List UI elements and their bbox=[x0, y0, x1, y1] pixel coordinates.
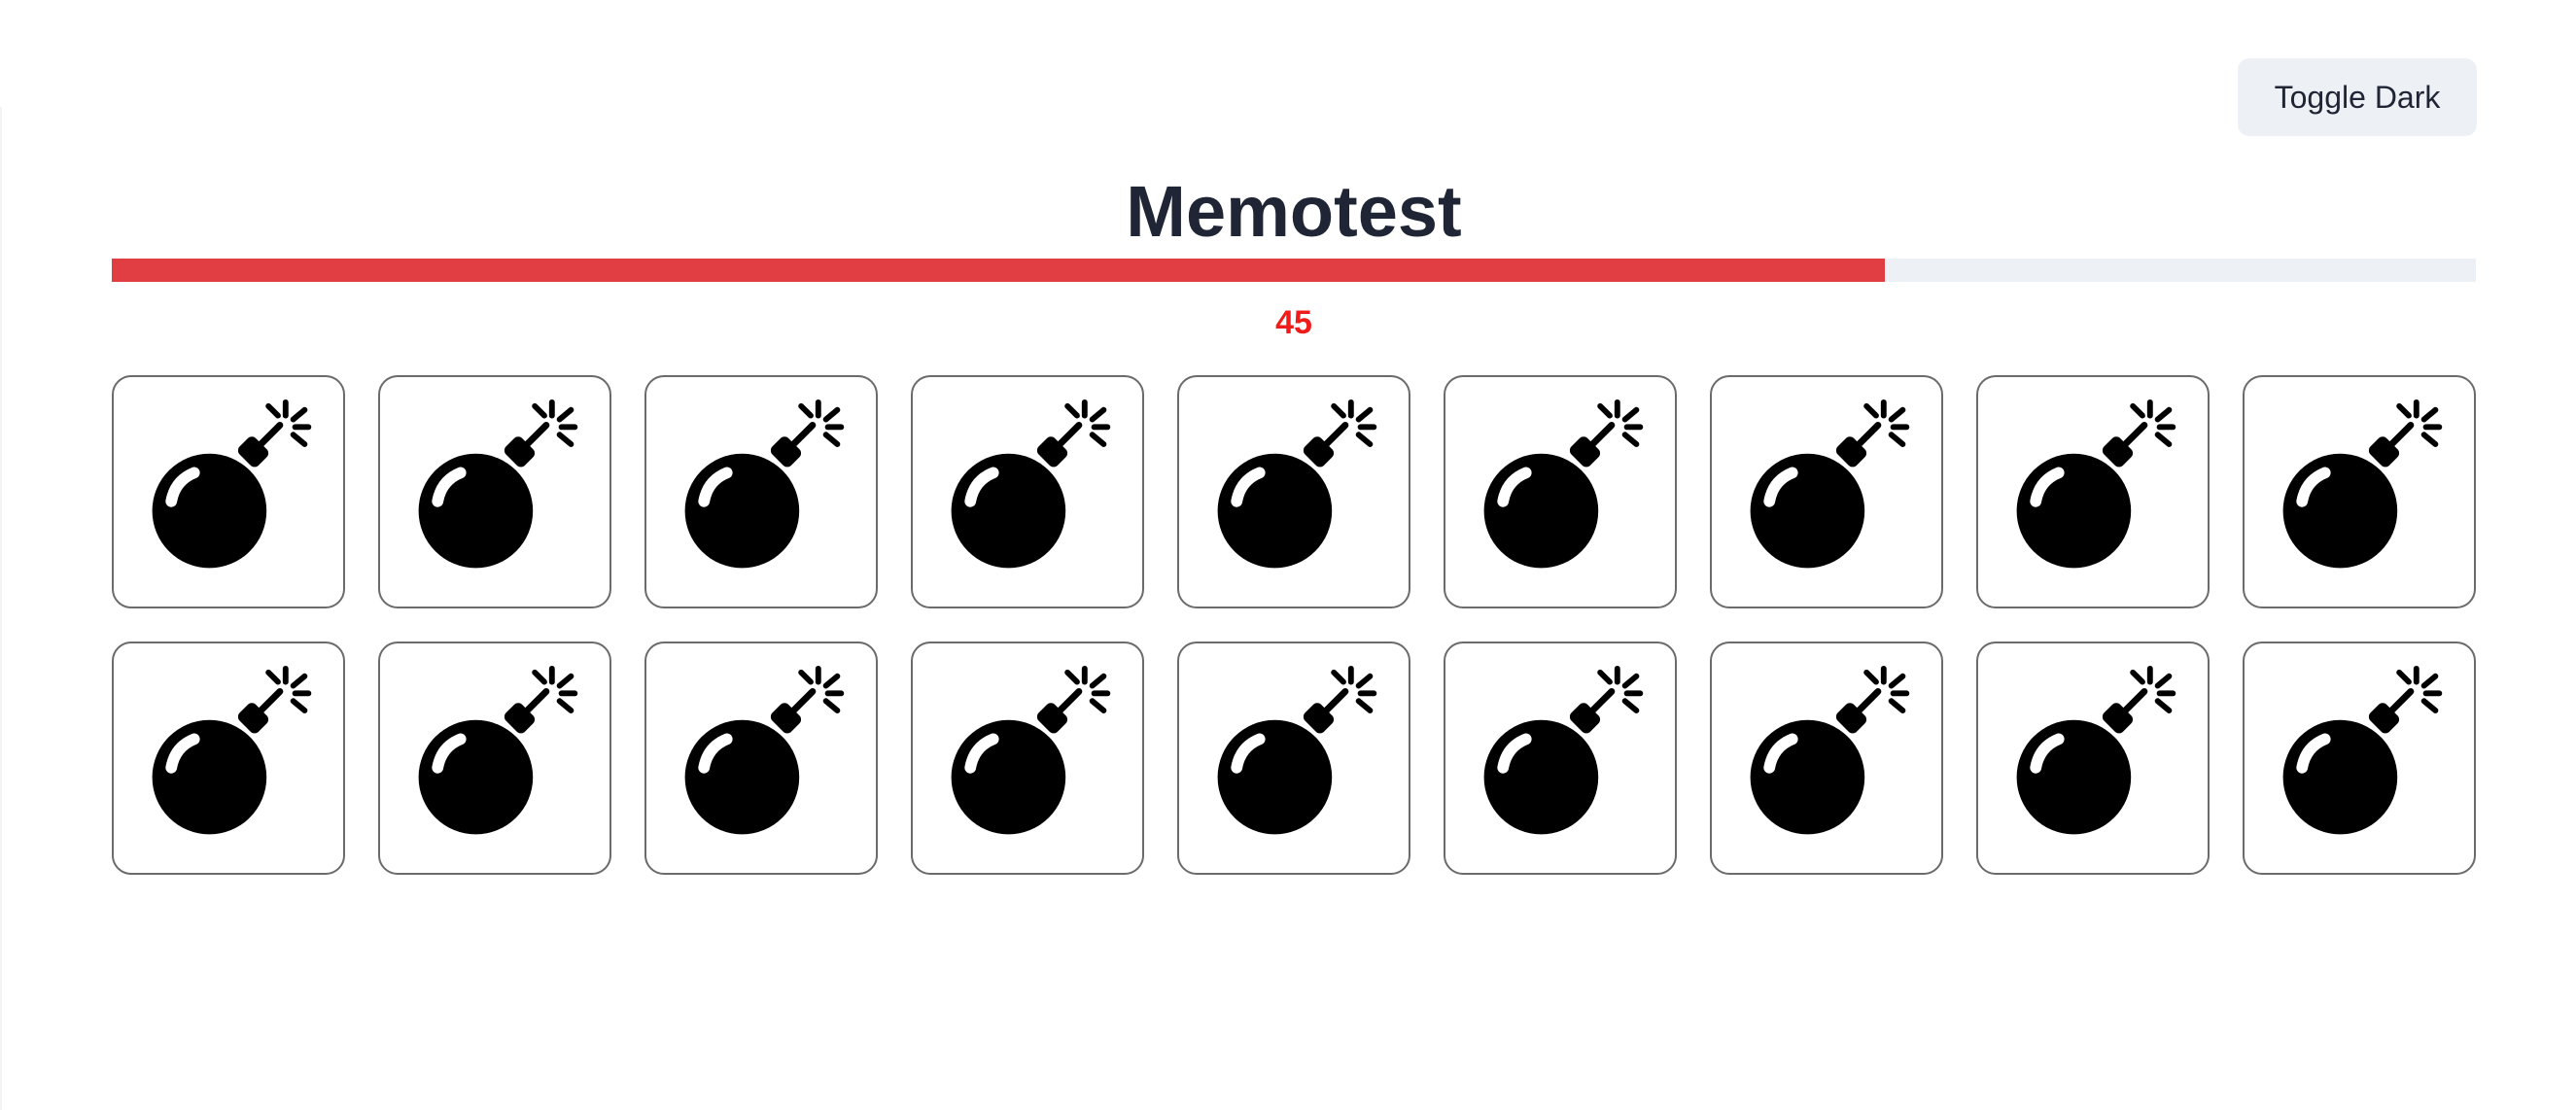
memory-card[interactable] bbox=[1177, 375, 1410, 608]
memory-card[interactable] bbox=[911, 642, 1144, 875]
card-grid bbox=[112, 375, 2476, 875]
memory-card[interactable] bbox=[1444, 642, 1677, 875]
memory-card[interactable] bbox=[1710, 642, 1943, 875]
bomb-icon bbox=[2282, 399, 2443, 569]
bomb-icon bbox=[2016, 665, 2176, 835]
bomb-icon bbox=[2282, 665, 2443, 835]
memory-card[interactable] bbox=[112, 642, 345, 875]
bomb-icon bbox=[1217, 665, 1377, 835]
bomb-icon bbox=[2016, 399, 2176, 569]
timer-progress-bar bbox=[112, 259, 2476, 282]
memory-card[interactable] bbox=[1976, 642, 2210, 875]
memory-card[interactable] bbox=[2243, 642, 2476, 875]
memory-card[interactable] bbox=[911, 375, 1144, 608]
page-title: Memotest bbox=[1126, 171, 1462, 252]
memory-card[interactable] bbox=[2243, 375, 2476, 608]
bomb-icon bbox=[1483, 665, 1644, 835]
bomb-icon bbox=[1750, 665, 1910, 835]
memory-card[interactable] bbox=[112, 375, 345, 608]
memory-card[interactable] bbox=[378, 642, 611, 875]
memory-card[interactable] bbox=[1177, 642, 1410, 875]
bomb-icon bbox=[684, 665, 845, 835]
memory-card[interactable] bbox=[1976, 375, 2210, 608]
bomb-icon bbox=[152, 665, 312, 835]
bomb-icon bbox=[152, 399, 312, 569]
toggle-dark-button[interactable]: Toggle Dark bbox=[2238, 58, 2477, 136]
timer-countdown: 45 bbox=[1275, 304, 1312, 341]
memory-card[interactable] bbox=[1710, 375, 1943, 608]
memory-card[interactable] bbox=[1444, 375, 1677, 608]
bomb-icon bbox=[1483, 399, 1644, 569]
page-edge bbox=[0, 107, 2, 1110]
bomb-icon bbox=[1750, 399, 1910, 569]
bomb-icon bbox=[1217, 399, 1377, 569]
memory-card[interactable] bbox=[644, 642, 878, 875]
bomb-icon bbox=[418, 399, 578, 569]
timer-progress-fill bbox=[112, 259, 1885, 282]
bomb-icon bbox=[951, 665, 1111, 835]
bomb-icon bbox=[418, 665, 578, 835]
memory-card[interactable] bbox=[644, 375, 878, 608]
memory-card[interactable] bbox=[378, 375, 611, 608]
bomb-icon bbox=[684, 399, 845, 569]
bomb-icon bbox=[951, 399, 1111, 569]
